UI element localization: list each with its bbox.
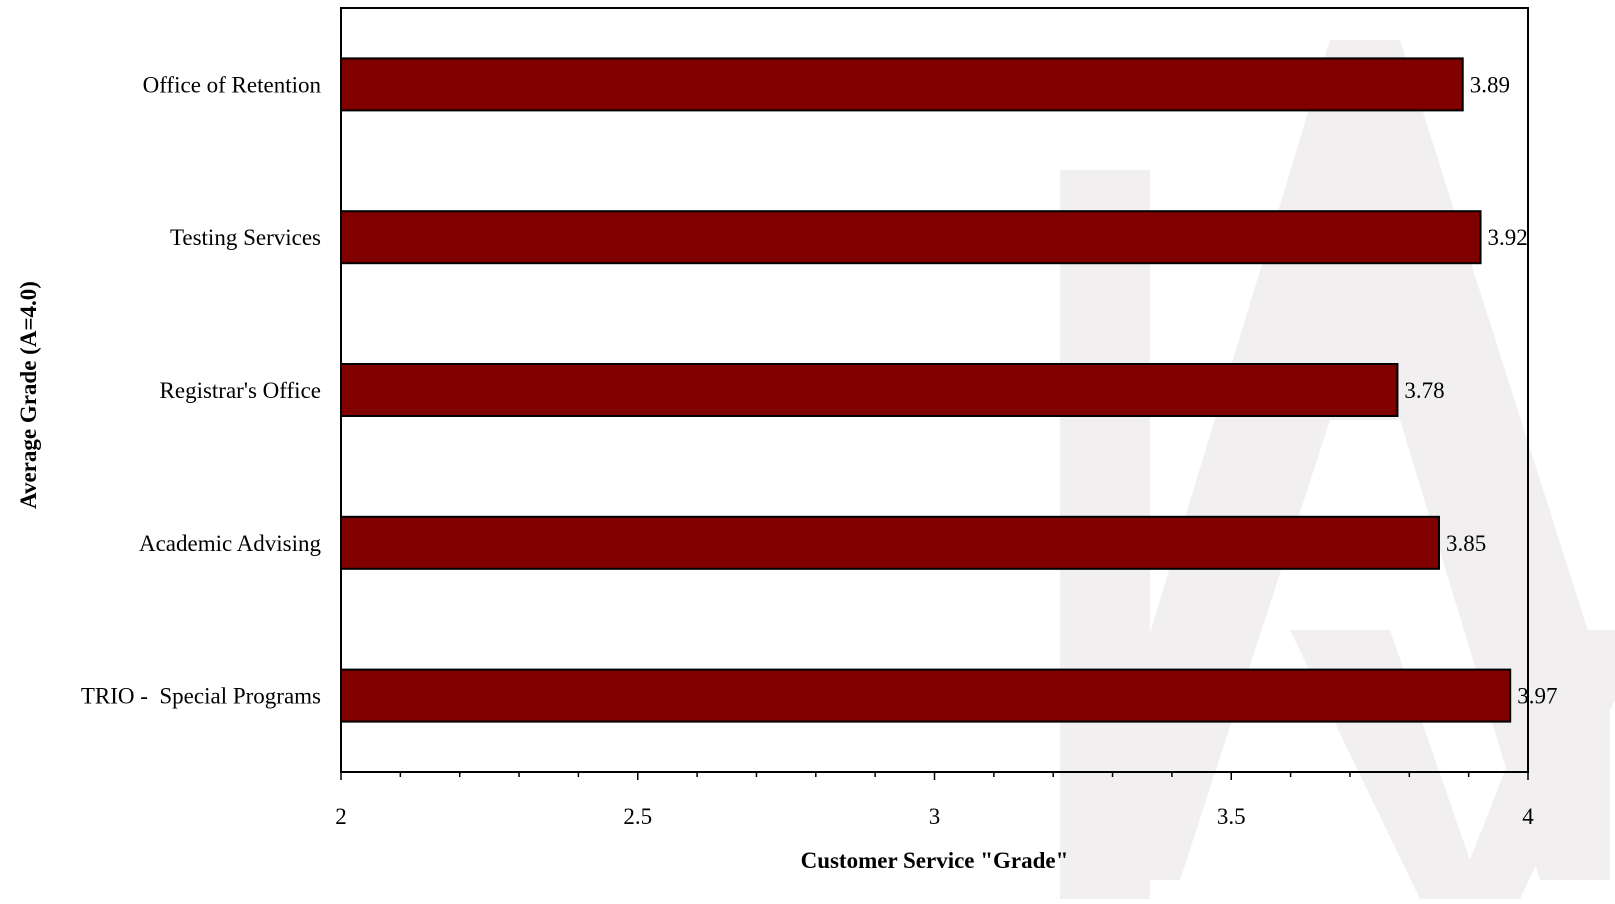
data-label: 3.89 — [1470, 72, 1510, 97]
bar-testing-services — [340, 210, 1482, 265]
data-label: 3.92 — [1488, 225, 1528, 250]
bar-trio-special-programs — [340, 668, 1512, 723]
y-axis-title: Average Grade (A=4.0) — [16, 281, 41, 509]
category-label: Testing Services — [170, 225, 321, 250]
x-axis-title: Customer Service "Grade" — [801, 848, 1069, 873]
category-label: Registrar's Office — [160, 378, 321, 403]
x-tick-label: 2 — [335, 804, 347, 829]
data-label: 3.85 — [1446, 531, 1486, 556]
category-label: Academic Advising — [139, 531, 322, 556]
category-label: Office of Retention — [143, 72, 322, 97]
x-tick-label: 3 — [929, 804, 941, 829]
x-tick-label: 2.5 — [623, 804, 652, 829]
category-labels: Office of Retention Testing Services Regis… — [81, 72, 322, 708]
watermark-logo — [1060, 40, 1615, 899]
bar-office-of-retention — [340, 57, 1464, 112]
data-label: 3.78 — [1404, 378, 1444, 403]
data-label: 3.97 — [1517, 684, 1557, 709]
bar-registrar-s-office — [340, 363, 1399, 417]
bar-academic-advising — [340, 515, 1440, 570]
category-label: TRIO - Special Programs — [81, 684, 321, 709]
x-axis-ticks: 2 2.5 3 3.5 4 — [335, 772, 1534, 829]
x-tick-label: 3.5 — [1217, 804, 1246, 829]
x-tick-label: 4 — [1522, 804, 1534, 829]
bars-layer — [340, 57, 1512, 723]
data-labels: 3.89 3.92 3.78 3.85 3.97 — [1404, 72, 1557, 708]
